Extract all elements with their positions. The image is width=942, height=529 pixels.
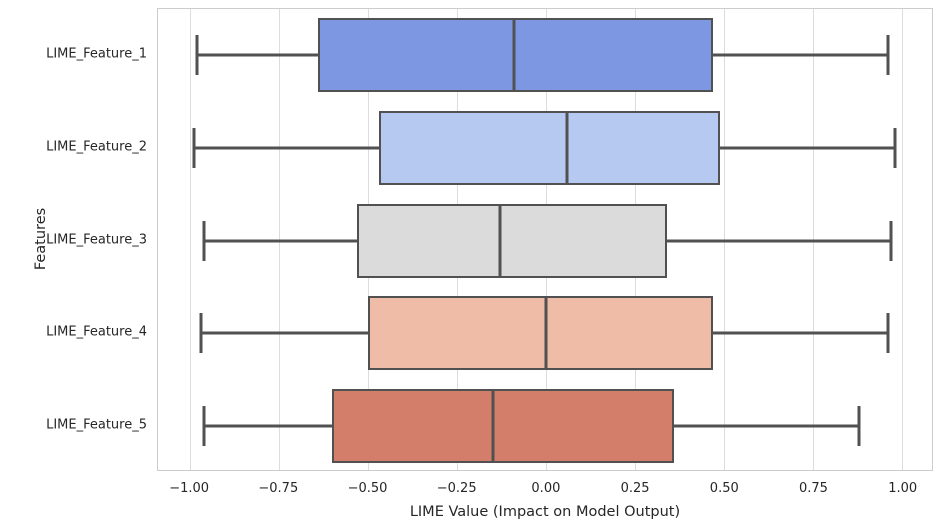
median-line (565, 110, 569, 185)
whisker-right (713, 53, 888, 57)
y-tick-label-LIME_Feature_1: LIME_Feature_1 (46, 46, 147, 62)
whisker-left (197, 53, 319, 57)
median-line (512, 18, 516, 93)
whisker-right (673, 424, 860, 428)
whisker-cap-low (202, 405, 206, 446)
box-iqr (332, 388, 674, 463)
gridline-x-1.00 (901, 9, 903, 470)
whisker-cap-low (202, 220, 206, 261)
y-tick-label-LIME_Feature_3: LIME_Feature_3 (46, 232, 147, 247)
whisker-right (713, 331, 888, 335)
y-tick-label-LIME_Feature_5: LIME_Feature_5 (46, 417, 147, 433)
x-axis-label: LIME Value (Impact on Model Output) (409, 504, 681, 520)
x-tick-label-0.50: 0.50 (709, 481, 739, 496)
median-line (544, 296, 548, 371)
plot-area (157, 8, 933, 471)
box-iqr (318, 18, 714, 93)
whisker-cap-high (893, 127, 897, 168)
whisker-cap-high (889, 220, 893, 261)
median-line (498, 203, 502, 278)
box-iqr (357, 203, 667, 278)
x-tick-label-0.75: 0.75 (798, 481, 828, 496)
whisker-cap-high (886, 35, 890, 76)
whisker-cap-low (192, 127, 196, 168)
y-tick-label-LIME_Feature_4: LIME_Feature_4 (46, 324, 147, 340)
whisker-left (193, 146, 379, 150)
x-tick-label-−0.25: −0.25 (436, 481, 477, 496)
median-line (491, 388, 494, 463)
x-tick-label-0.25: 0.25 (620, 481, 650, 496)
y-tick-label-LIME_Feature_2: LIME_Feature_2 (46, 139, 147, 155)
whisker-cap-low (195, 35, 199, 76)
whisker-left (204, 239, 358, 242)
x-tick-label-−0.50: −0.50 (347, 481, 388, 496)
whisker-right (666, 239, 892, 242)
whisker-cap-high (886, 313, 890, 354)
whisker-left (200, 331, 368, 335)
x-tick-label-1.00: 1.00 (888, 481, 918, 496)
box-iqr (378, 110, 721, 185)
whisker-left (204, 424, 333, 428)
whisker-cap-high (857, 405, 861, 446)
x-tick-label-0.00: 0.00 (531, 481, 561, 496)
x-tick-label-−1.00: −1.00 (169, 481, 210, 496)
box-iqr (367, 296, 714, 371)
x-tick-label-−0.75: −0.75 (258, 481, 299, 496)
whisker-right (720, 146, 895, 150)
whisker-cap-low (199, 313, 203, 354)
gridline-x-−1.00 (190, 9, 192, 470)
